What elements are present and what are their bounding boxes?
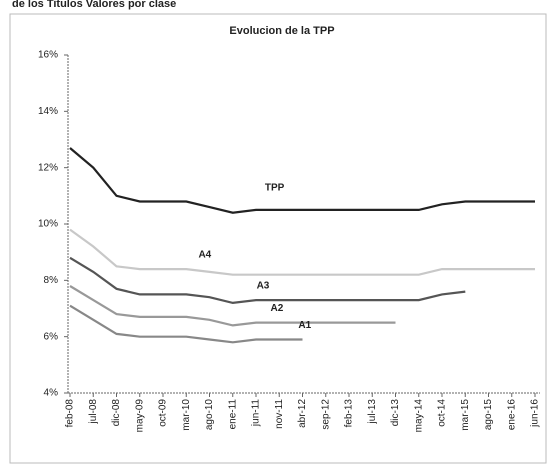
x-tick-label: jul-08 xyxy=(88,399,99,425)
y-tick-label: 16% xyxy=(38,50,58,61)
chart-frame xyxy=(9,13,547,464)
x-tick-label: jul-13 xyxy=(367,399,378,425)
x-tick-label: nov-11 xyxy=(274,399,285,429)
x-tick-label: mar-10 xyxy=(181,399,192,431)
x-tick-label: may-09 xyxy=(134,399,145,433)
x-tick-label: abr-12 xyxy=(297,399,308,428)
heading: de los Titulos Valores por clase xyxy=(12,0,176,10)
series-line xyxy=(69,228,535,276)
x-tick-label: ago-15 xyxy=(483,399,494,431)
series-label: A3 xyxy=(257,281,270,292)
chart-title: Evolucion de la TPP xyxy=(229,25,334,37)
series-line xyxy=(69,304,303,344)
x-tick-label: ago-10 xyxy=(204,399,215,431)
x-tick-label: oct-14 xyxy=(437,399,448,427)
y-tick-label: 4% xyxy=(44,388,59,399)
x-tick-label: feb-08 xyxy=(65,399,76,428)
x-tick-label: may-14 xyxy=(413,399,424,433)
series-label: A4 xyxy=(198,250,211,261)
x-tick-label: jun-16 xyxy=(530,399,541,428)
x-tick-label: ene-11 xyxy=(227,399,238,430)
y-tick-label: 14% xyxy=(38,106,58,117)
x-tick-label: oct-09 xyxy=(158,399,169,427)
x-tick-label: ene-16 xyxy=(506,399,517,431)
series-line xyxy=(69,256,466,305)
series-label: A1 xyxy=(298,320,311,331)
series-line xyxy=(69,285,396,327)
y-tick-label: 6% xyxy=(44,331,59,342)
y-tick-label: 12% xyxy=(38,162,58,173)
x-tick-label: dic-13 xyxy=(390,399,401,427)
x-tick-label: sep-12 xyxy=(320,399,331,430)
x-tick-label: mar-15 xyxy=(460,399,471,431)
series-label: A2 xyxy=(271,303,284,314)
y-tick-label: 10% xyxy=(38,219,58,230)
x-tick-label: dic-08 xyxy=(111,399,122,427)
x-tick-label: feb-13 xyxy=(344,399,355,428)
series-line xyxy=(69,147,535,214)
x-tick-label: jun-11 xyxy=(251,399,262,427)
y-tick-label: 8% xyxy=(44,275,59,286)
series-label: TPP xyxy=(265,183,285,194)
